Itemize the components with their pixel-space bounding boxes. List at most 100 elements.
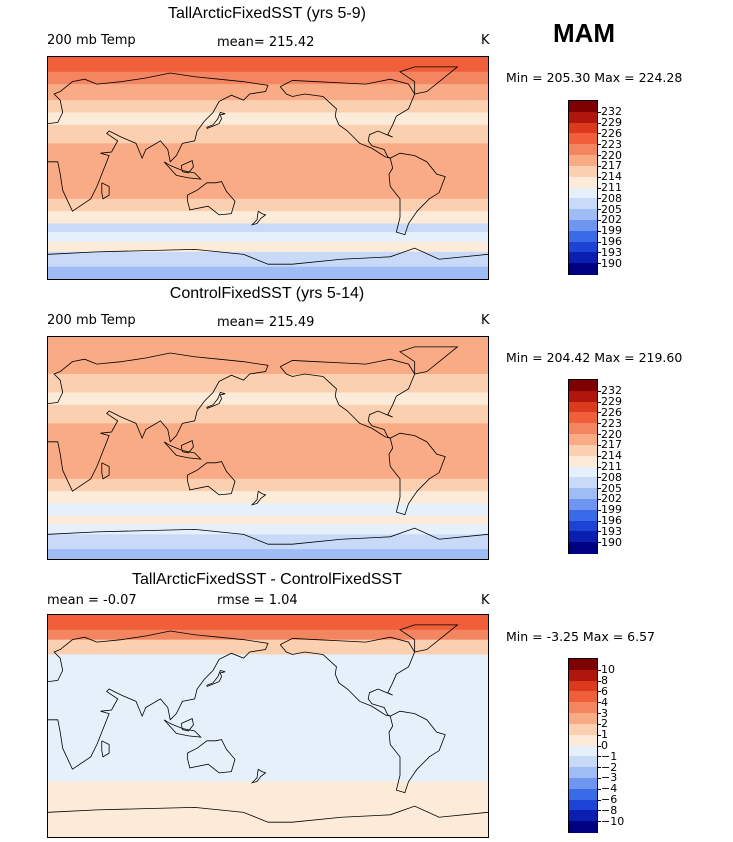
field-band bbox=[48, 676, 488, 727]
colorbar-swatch bbox=[569, 230, 597, 243]
field-band bbox=[48, 266, 488, 279]
colorbar-tick bbox=[597, 111, 601, 113]
colorbar-tick bbox=[597, 455, 601, 457]
panel1-map bbox=[47, 56, 489, 280]
colorbar-tick bbox=[597, 230, 601, 232]
colorbar-tick bbox=[597, 734, 601, 736]
panel2-mean: mean= 215.49 bbox=[217, 315, 315, 330]
colorbar-tick bbox=[597, 144, 601, 146]
colorbar-label: 229 bbox=[601, 395, 622, 409]
colorbar-tick bbox=[597, 423, 601, 425]
colorbar-swatch bbox=[569, 788, 597, 801]
colorbar-swatch bbox=[569, 412, 597, 424]
colorbar-tick bbox=[597, 401, 601, 403]
colorbar-swatch bbox=[569, 745, 597, 757]
colorbar-swatch bbox=[569, 209, 597, 221]
coastline bbox=[399, 66, 459, 95]
field-band bbox=[48, 404, 488, 424]
panel2-title: ControlFixedSST (yrs 5-14) bbox=[169, 285, 365, 302]
colorbar-tick bbox=[597, 745, 601, 747]
colorbar-swatch bbox=[569, 810, 597, 822]
coastline bbox=[48, 352, 269, 492]
colorbar-tick bbox=[597, 444, 601, 446]
coastline bbox=[388, 432, 446, 516]
colorbar-label: 214 bbox=[601, 170, 622, 184]
field-band bbox=[48, 84, 488, 101]
panel2-units: K bbox=[481, 313, 490, 328]
colorbar-swatch bbox=[569, 423, 597, 435]
field-band bbox=[48, 515, 488, 525]
field-band bbox=[48, 491, 488, 504]
colorbar-swatch bbox=[569, 767, 597, 779]
colorbar-swatch bbox=[569, 756, 597, 768]
colorbar-swatch bbox=[569, 713, 597, 725]
coastline bbox=[388, 152, 446, 236]
colorbar-label: 190 bbox=[601, 256, 622, 270]
colorbar-tick bbox=[597, 702, 601, 704]
panel1-units: K bbox=[481, 33, 490, 48]
colorbar-swatch bbox=[569, 176, 597, 188]
colorbar-swatch bbox=[569, 219, 597, 232]
coastline bbox=[180, 718, 194, 732]
colorbar-tick bbox=[597, 488, 601, 490]
colorbar-swatch bbox=[569, 380, 597, 392]
colorbar-tick bbox=[597, 434, 601, 436]
panel3-title: TallArcticFixedSST - ControlFixedSST bbox=[132, 571, 402, 588]
colorbar-label: 199 bbox=[601, 224, 622, 238]
panel3-units: K bbox=[481, 593, 490, 608]
colorbar-label: 232 bbox=[601, 105, 622, 119]
panel3-mean: mean = -0.07 bbox=[47, 593, 137, 608]
field-band bbox=[48, 251, 488, 268]
colorbar-label: 1 bbox=[601, 728, 608, 742]
field-band bbox=[48, 392, 488, 406]
field-band bbox=[48, 448, 488, 467]
colorbar-swatch bbox=[569, 165, 597, 178]
panel1-map-svg bbox=[48, 57, 488, 279]
panel1-title: TallArcticFixedSST (yrs 5-9) bbox=[168, 5, 366, 22]
field-band bbox=[48, 824, 488, 837]
colorbar-swatch bbox=[569, 455, 597, 467]
colorbar-tick bbox=[597, 498, 601, 500]
colorbar-swatch bbox=[569, 263, 597, 275]
coastline bbox=[101, 740, 110, 758]
colorbar-label: −2 bbox=[601, 760, 618, 774]
field-band bbox=[48, 466, 488, 480]
field-band bbox=[48, 242, 488, 253]
field-band bbox=[48, 615, 488, 631]
coastline bbox=[250, 768, 267, 784]
colorbar-label: 229 bbox=[601, 116, 622, 130]
colorbar-tick bbox=[597, 509, 601, 511]
coastline bbox=[163, 161, 202, 180]
colorbar-swatch bbox=[569, 734, 597, 746]
panel3-minmax: Min = -3.25 Max = 6.57 bbox=[506, 629, 656, 644]
colorbar-swatch bbox=[569, 799, 597, 811]
panel3-map-svg bbox=[48, 615, 488, 837]
colorbar-label: 214 bbox=[601, 449, 622, 463]
colorbar-swatch bbox=[569, 466, 597, 478]
colorbar-tick bbox=[597, 412, 601, 414]
colorbar-label: 223 bbox=[601, 137, 622, 151]
colorbar-label: 196 bbox=[601, 514, 622, 528]
colorbar-swatch bbox=[569, 133, 597, 145]
field-band bbox=[48, 503, 488, 517]
coastline bbox=[163, 441, 202, 460]
coastline bbox=[186, 181, 236, 216]
colorbar-tick bbox=[597, 767, 601, 769]
colorbar-swatch bbox=[569, 101, 597, 113]
colorbar-swatch bbox=[569, 777, 597, 790]
field-band bbox=[48, 793, 488, 807]
coastline bbox=[48, 527, 488, 545]
colorbar-swatch bbox=[569, 821, 597, 833]
colorbar-tick bbox=[597, 219, 601, 221]
field-band bbox=[48, 806, 488, 826]
panel2-map bbox=[47, 336, 489, 560]
coastline bbox=[163, 719, 202, 738]
field-band bbox=[48, 524, 488, 535]
coastline bbox=[388, 710, 446, 794]
coastline bbox=[48, 72, 269, 212]
panel1-mean: mean= 215.42 bbox=[217, 35, 315, 50]
colorbar-tick bbox=[597, 777, 601, 779]
colorbar-swatch bbox=[569, 122, 597, 134]
colorbar-swatch bbox=[569, 155, 597, 167]
colorbar-tick bbox=[597, 788, 601, 790]
